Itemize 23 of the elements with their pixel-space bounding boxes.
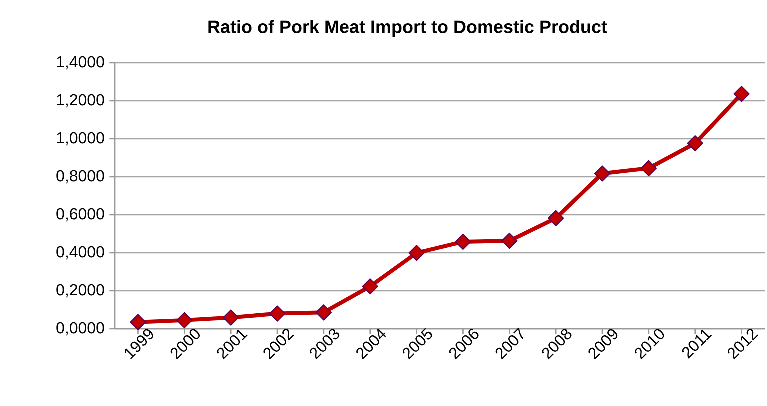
point xyxy=(269,306,286,322)
point xyxy=(734,86,750,102)
point xyxy=(455,234,472,250)
point xyxy=(408,245,425,262)
point xyxy=(362,278,378,295)
y-tick-label: 0,6000 xyxy=(56,208,104,222)
point xyxy=(130,314,146,330)
point xyxy=(502,232,518,250)
y-tick-label: 0,0000 xyxy=(56,322,104,336)
chart-title: Ratio of Pork Meat Import to Domestic Product xyxy=(208,20,608,37)
point xyxy=(316,304,332,321)
point xyxy=(176,312,193,329)
y-tick-label: 0,2000 xyxy=(56,284,104,298)
y-tick-label: 0,8000 xyxy=(56,170,104,184)
y-tick-label: 0,4000 xyxy=(56,246,104,260)
point xyxy=(594,166,611,182)
point xyxy=(548,210,564,226)
y-tick-label: 1,0000 xyxy=(57,132,104,146)
y-tick-label: 1,2000 xyxy=(57,94,104,108)
point xyxy=(640,160,658,177)
point xyxy=(687,135,704,152)
y-tick-label: 1,4000 xyxy=(57,56,104,70)
point xyxy=(223,310,240,326)
